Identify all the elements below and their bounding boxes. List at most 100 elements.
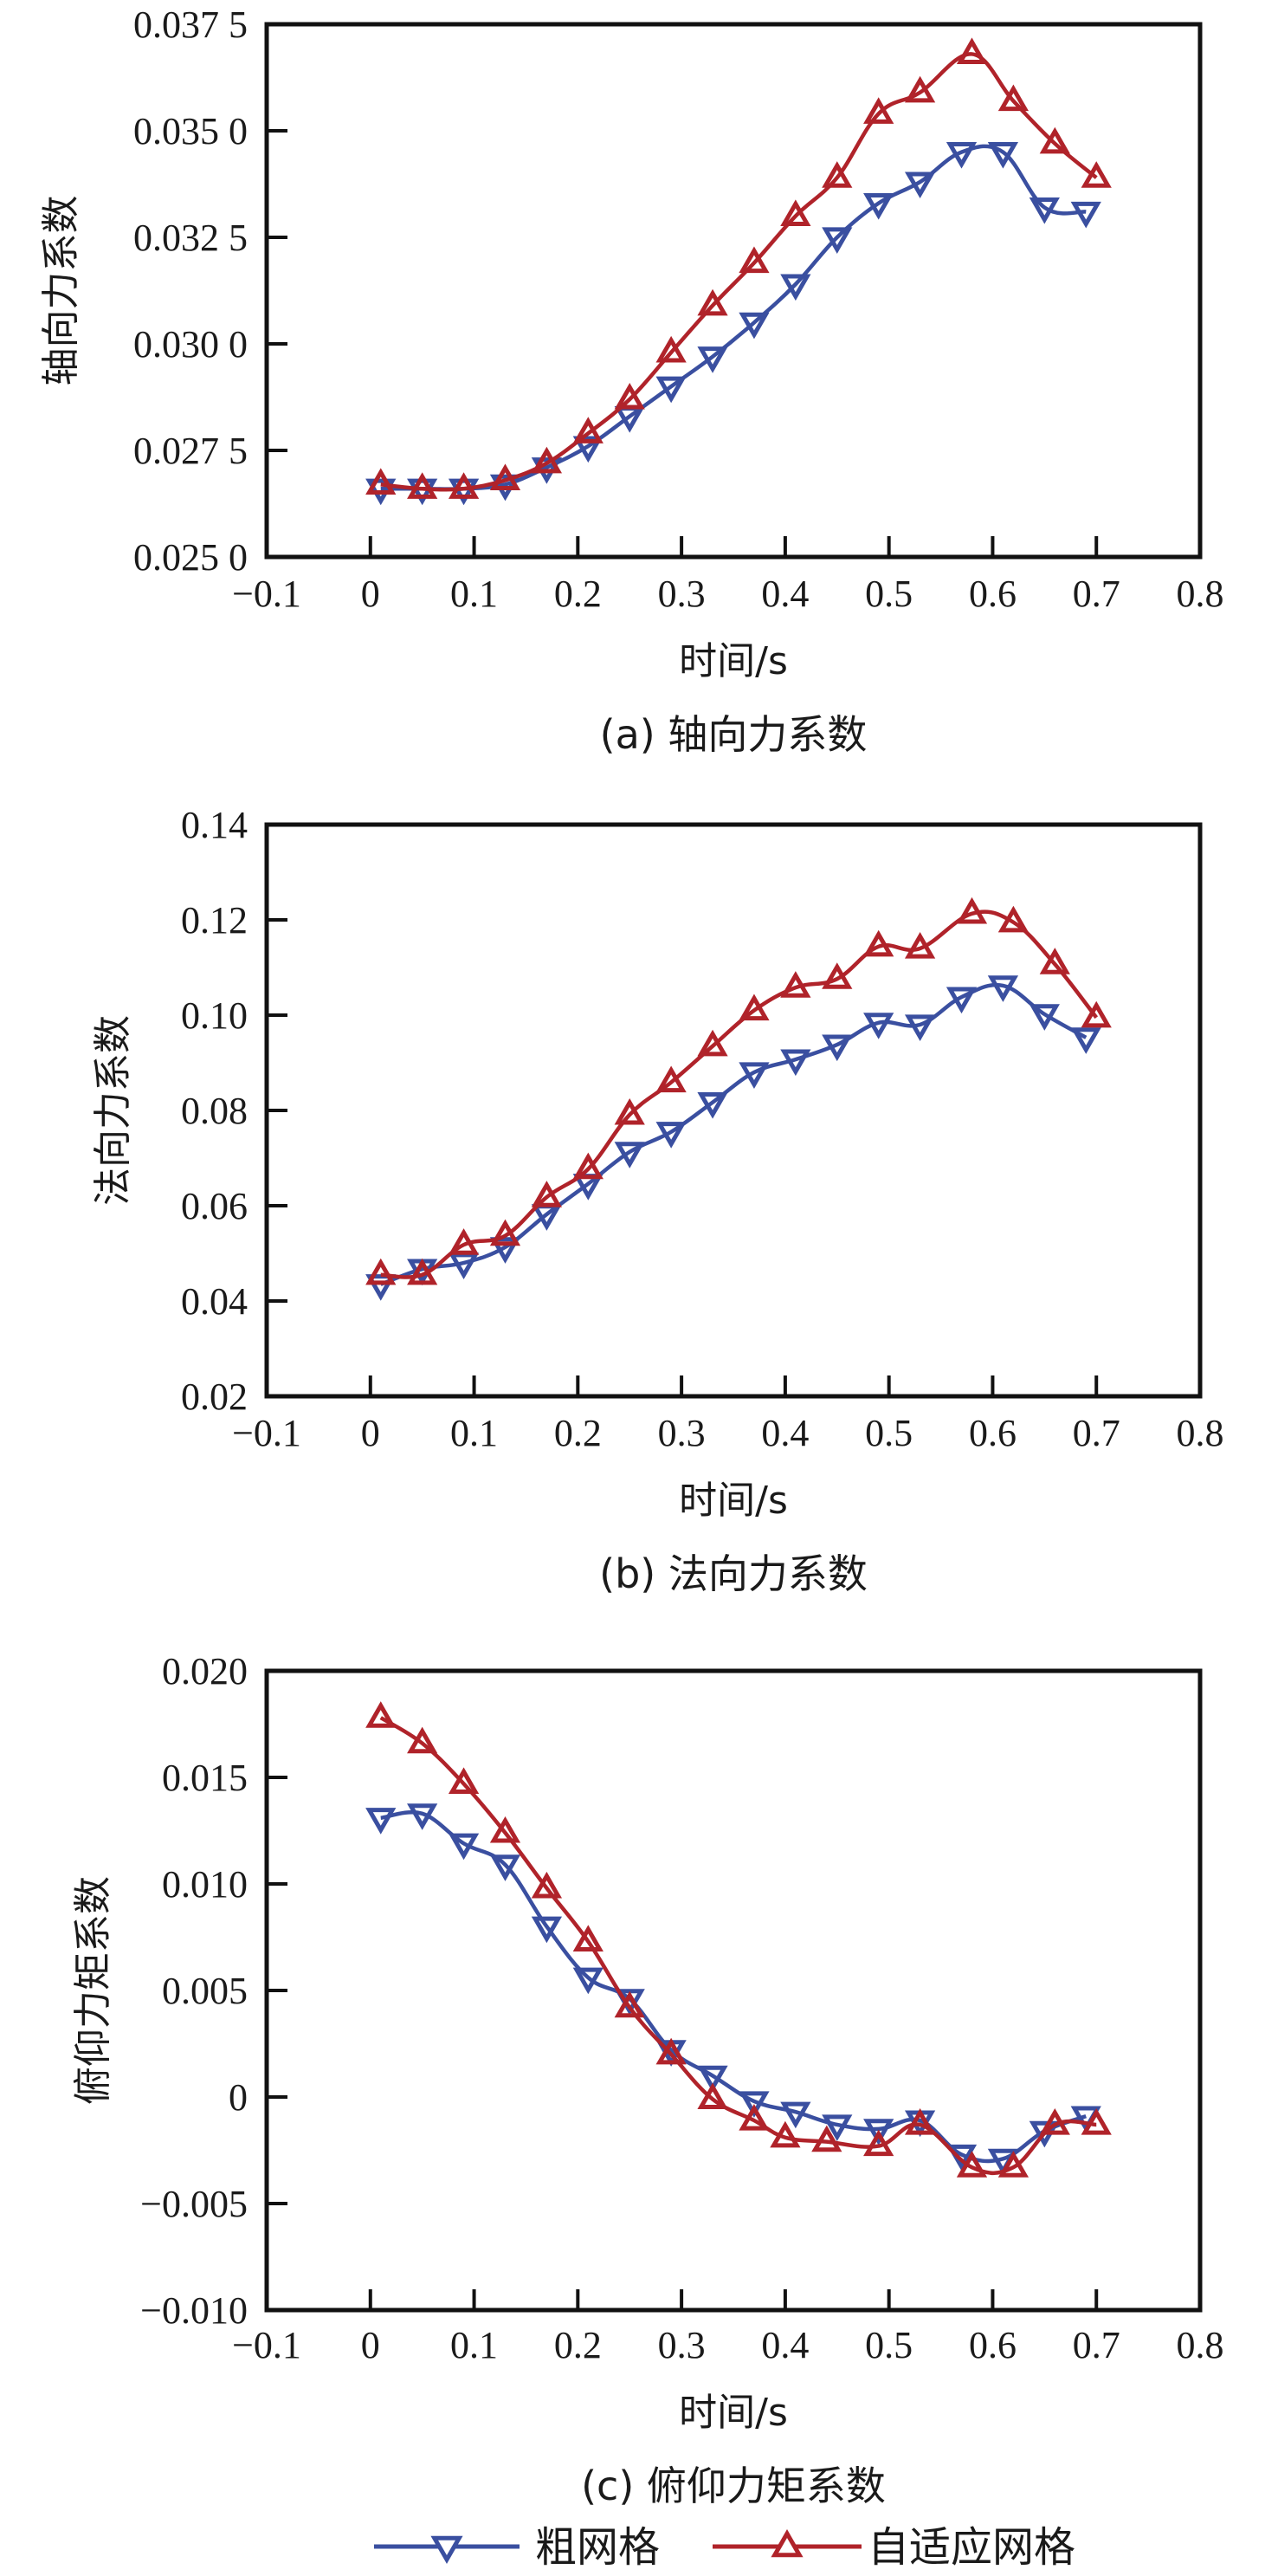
plot-frame <box>264 822 1203 1399</box>
data-point-adaptive-mesh <box>811 2125 842 2152</box>
data-point-adaptive-mesh <box>863 929 894 957</box>
x-axis-label: 时间/s <box>679 1479 788 1523</box>
data-point-adaptive-mesh <box>697 1029 728 1057</box>
x-tick-label: 0.1 <box>450 573 498 615</box>
legend-label-coarse-mesh: 粗网格 <box>535 2523 660 2572</box>
y-tick-label: 0.030 0 <box>133 323 248 366</box>
data-point-coarse-mesh <box>655 1122 687 1149</box>
panel-caption: (b) 法向力系数 <box>599 1550 868 1597</box>
x-tick-label: 0.7 <box>1073 573 1120 615</box>
chart-panel-normal-force: −0.1 0 0.1 0.2 0.3 0.4 0.5 0.6 0.7 0.8 0.02 0.04 0.0… <box>91 804 1224 1597</box>
data-point-adaptive-mesh <box>997 905 1030 933</box>
data-point-coarse-mesh <box>697 1092 728 1119</box>
y-tick-label: −0.010 <box>140 2289 248 2332</box>
x-tick-label: 0.3 <box>658 1412 706 1454</box>
data-point-coarse-mesh <box>946 142 978 169</box>
data-point-adaptive-mesh <box>407 472 438 499</box>
data-point-adaptive-mesh <box>655 1065 687 1093</box>
y-tick-label: 0.04 <box>181 1280 248 1323</box>
data-point-coarse-mesh <box>904 1014 936 1042</box>
y-axis-label: 轴向力系数 <box>39 196 83 386</box>
data-point-adaptive-mesh <box>822 161 853 188</box>
data-point-adaptive-mesh <box>531 1871 563 1899</box>
data-point-adaptive-mesh <box>956 896 988 924</box>
data-point-adaptive-mesh <box>956 37 988 65</box>
legend: 粗网格 自适应网格 <box>374 2523 1075 2572</box>
x-tick-label: 0.1 <box>450 1412 498 1454</box>
data-point-adaptive-mesh <box>572 417 604 443</box>
data-point-coarse-mesh <box>946 987 978 1014</box>
x-tick-label: 0.4 <box>761 573 809 615</box>
data-point-coarse-mesh <box>822 2114 853 2141</box>
y-tick-label: 0.06 <box>181 1185 248 1227</box>
data-point-adaptive-mesh <box>904 2107 936 2135</box>
x-tick-label: 0.6 <box>969 2324 1017 2366</box>
y-tick-label: 0 <box>229 2076 248 2119</box>
data-point-adaptive-mesh <box>1081 2107 1112 2135</box>
data-point-adaptive-mesh <box>697 288 728 316</box>
x-tick-label: 0.3 <box>658 2324 706 2366</box>
data-point-adaptive-mesh <box>489 463 521 491</box>
x-tick-label: 0.8 <box>1177 1412 1224 1454</box>
data-point-coarse-mesh <box>614 1142 645 1168</box>
data-point-adaptive-mesh <box>780 971 811 998</box>
y-tick-label: 0.032 5 <box>133 217 248 259</box>
data-point-coarse-mesh <box>863 1013 894 1039</box>
data-point-adaptive-mesh <box>614 382 645 410</box>
x-tick-label: 0.7 <box>1073 2324 1120 2366</box>
data-point-adaptive-mesh <box>365 1701 397 1728</box>
data-point-adaptive-mesh <box>614 1990 645 2018</box>
y-tick-label: 0.037 5 <box>133 3 248 46</box>
data-point-adaptive-mesh <box>1081 161 1112 188</box>
y-tick-label: 0.010 <box>162 1863 248 1906</box>
series-line-coarse-mesh <box>380 1809 1088 2164</box>
data-point-adaptive-mesh <box>572 1152 604 1180</box>
data-point-coarse-mesh <box>365 1808 397 1835</box>
data-point-coarse-mesh <box>904 172 936 199</box>
data-point-adaptive-mesh <box>572 1925 604 1952</box>
x-tick-label: −0.1 <box>232 2324 301 2366</box>
legend-label-adaptive-mesh: 自适应网格 <box>868 2523 1075 2572</box>
legend-marker-triangle-up-icon <box>771 2528 804 2558</box>
data-point-coarse-mesh <box>531 1916 563 1944</box>
x-tick-label: −0.1 <box>232 573 301 615</box>
data-point-coarse-mesh <box>1029 197 1060 224</box>
data-point-adaptive-mesh <box>739 994 770 1021</box>
y-tick-label: 0.12 <box>181 899 248 942</box>
x-tick-label: 0.4 <box>761 2324 809 2366</box>
y-tick-label: −0.005 <box>140 2183 248 2225</box>
y-tick-label: 0.005 <box>162 1970 248 2012</box>
y-tick-label: 0.10 <box>181 994 248 1037</box>
data-point-adaptive-mesh <box>780 199 811 226</box>
y-axis-label: 俯仰力矩系数 <box>71 1876 115 2105</box>
x-tick-label: 0.7 <box>1073 1412 1120 1454</box>
data-point-adaptive-mesh <box>407 1726 438 1754</box>
data-point-coarse-mesh <box>822 227 853 255</box>
data-point-adaptive-mesh <box>655 2037 687 2065</box>
panel-caption: (a) 轴向力系数 <box>600 711 868 758</box>
x-tick-label: 0.5 <box>865 2324 913 2366</box>
x-axis-label: 时间/s <box>679 639 788 683</box>
data-point-coarse-mesh <box>822 1034 853 1062</box>
data-point-adaptive-mesh <box>697 2082 728 2110</box>
x-tick-label: 0.2 <box>554 573 602 615</box>
x-tick-label: 0.5 <box>865 573 913 615</box>
x-tick-label: 0.8 <box>1177 573 1224 615</box>
x-tick-label: 0 <box>361 573 380 615</box>
y-tick-label: 0.08 <box>181 1090 248 1132</box>
y-tick-label: 0.02 <box>181 1375 248 1418</box>
panel-caption: (c) 俯仰力矩系数 <box>581 2463 886 2509</box>
x-tick-label: 0.3 <box>658 573 706 615</box>
data-point-adaptive-mesh <box>863 2129 894 2157</box>
data-point-coarse-mesh <box>1070 1027 1101 1054</box>
x-tick-label: 0.2 <box>554 1412 602 1454</box>
y-axis-label: 法向力系数 <box>91 1015 135 1206</box>
data-point-adaptive-mesh <box>822 962 853 989</box>
data-point-coarse-mesh <box>572 1967 604 1995</box>
data-point-adaptive-mesh <box>531 1181 563 1207</box>
data-point-coarse-mesh <box>739 1062 770 1090</box>
data-point-coarse-mesh <box>697 2065 728 2093</box>
y-tick-label: 0.020 <box>162 1650 248 1693</box>
data-point-adaptive-mesh <box>904 931 936 959</box>
data-point-adaptive-mesh <box>448 472 480 499</box>
